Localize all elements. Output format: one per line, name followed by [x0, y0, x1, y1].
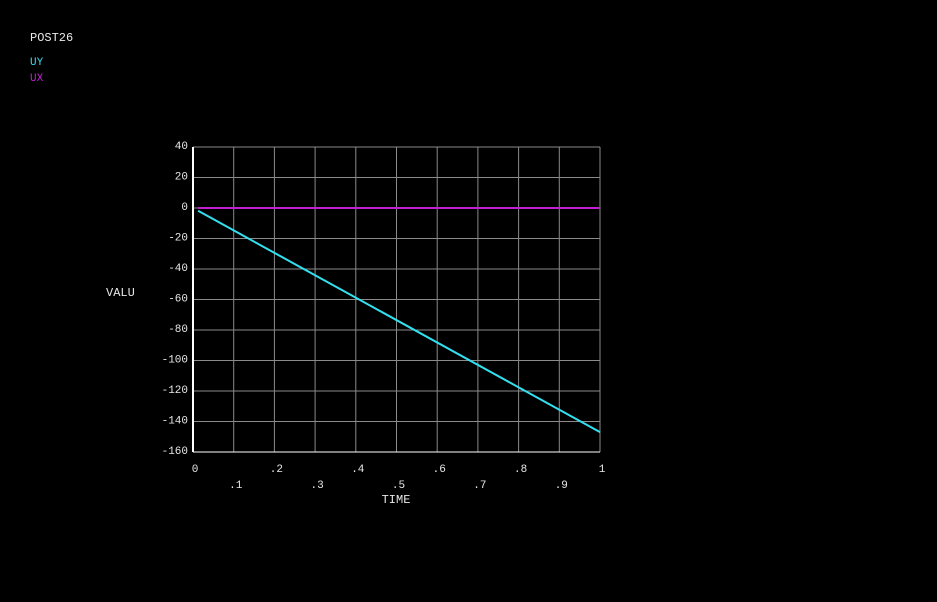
- x-tick-label: .9: [555, 480, 568, 492]
- y-tick-label: -40: [168, 263, 188, 275]
- x-tick-label: .4: [351, 464, 365, 476]
- legend-entry: UY: [30, 57, 44, 69]
- y-tick-label: 20: [175, 171, 188, 183]
- x-tick-label: .3: [310, 480, 323, 492]
- y-tick-label: -140: [162, 415, 188, 427]
- x-tick-label: 0: [192, 464, 199, 476]
- x-axis-label: TIME: [382, 493, 411, 507]
- y-tick-label: 0: [181, 202, 188, 214]
- y-tick-label: -60: [168, 293, 188, 305]
- x-tick-label: .6: [433, 464, 446, 476]
- y-tick-label: -80: [168, 324, 188, 336]
- line: [197, 209, 601, 434]
- x-tick-label: .8: [514, 464, 527, 476]
- legend-entry: UX: [30, 73, 44, 85]
- y-tick-label: -120: [162, 385, 188, 397]
- chart-title: POST26: [30, 31, 73, 45]
- x-tick-label: .5: [392, 480, 405, 492]
- y-tick-label: -20: [168, 232, 188, 244]
- y-tick-label: 40: [175, 141, 188, 153]
- x-tick-label: 1: [599, 464, 606, 476]
- y-tick-label: -160: [162, 446, 188, 458]
- x-tick-label: .7: [473, 480, 486, 492]
- y-tick-label: -100: [162, 354, 188, 366]
- x-tick-label: .2: [270, 464, 283, 476]
- x-tick-label: .1: [229, 480, 243, 492]
- y-axis-label: VALU: [106, 286, 135, 300]
